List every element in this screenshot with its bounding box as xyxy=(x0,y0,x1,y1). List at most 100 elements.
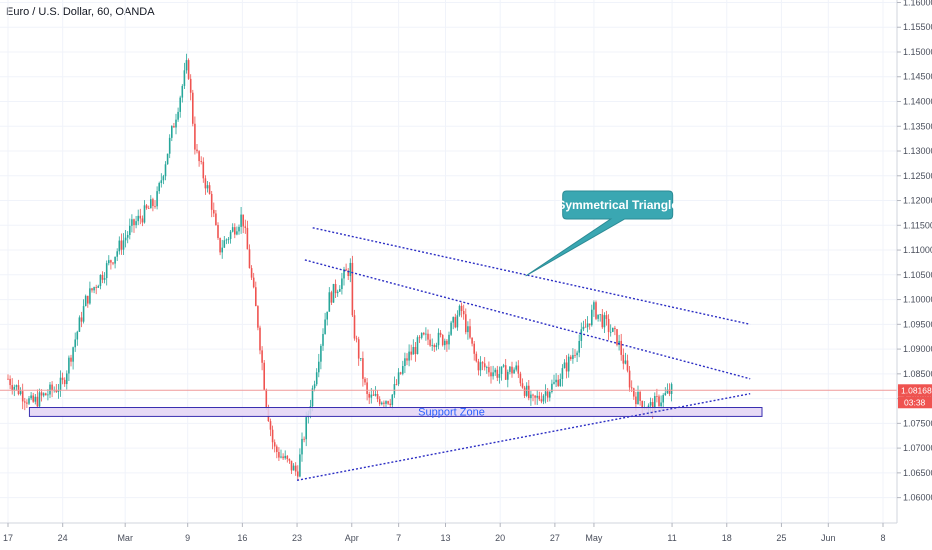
candle-body xyxy=(670,384,673,395)
candle-body xyxy=(59,377,62,391)
support-zone-box[interactable] xyxy=(28,407,763,417)
candle-body xyxy=(404,358,406,367)
time-tick-label: May xyxy=(585,533,603,543)
candle-body xyxy=(273,442,276,447)
price-tick-label: 1.09000 xyxy=(903,344,932,354)
candle-body xyxy=(479,362,482,371)
triangle-callout[interactable]: Symmetrical Triangle xyxy=(525,190,679,277)
time-tick-label: 13 xyxy=(440,533,450,543)
candle-body xyxy=(654,396,656,412)
time-tick-label: 23 xyxy=(292,533,302,543)
candle-body xyxy=(19,391,22,395)
candle-body xyxy=(601,314,604,328)
candle-body xyxy=(597,314,599,319)
candle-body xyxy=(660,402,662,407)
candle-body xyxy=(353,315,356,339)
candle-body xyxy=(439,332,442,335)
price-tick-label: 1.07500 xyxy=(903,418,932,428)
time-tick-label: 7 xyxy=(396,533,401,543)
candle-body xyxy=(339,289,341,292)
candle-body xyxy=(486,367,488,368)
candle-body xyxy=(513,369,515,374)
candle-body xyxy=(315,372,318,385)
candle-body xyxy=(99,274,102,287)
candle-body xyxy=(423,332,425,335)
candle-body xyxy=(200,161,202,162)
candle-body xyxy=(34,396,37,402)
candle-body xyxy=(425,333,427,335)
candle-body xyxy=(483,363,486,368)
time-axis[interactable]: 17 24 Mar 9 16 23 Apr 7 13 20 27 May 11 18 25 Jun 8 xyxy=(0,522,897,543)
candle-body xyxy=(192,92,194,124)
candle-body xyxy=(628,370,631,388)
candle-body xyxy=(36,396,39,407)
candle-body xyxy=(313,384,316,389)
candle-body xyxy=(208,185,211,194)
candle-body xyxy=(570,356,572,359)
candle-body xyxy=(68,357,70,374)
chart-grid xyxy=(0,0,897,523)
candle-body xyxy=(651,402,654,412)
candle-body xyxy=(301,438,303,455)
candle-body xyxy=(360,358,362,359)
candle-body xyxy=(57,390,60,392)
candle-body xyxy=(393,384,396,395)
candle-body xyxy=(72,347,74,362)
price-axis[interactable]: 1.16000 1.15500 1.15000 1.14500 1.14000 1.135… xyxy=(896,0,932,523)
candle-body xyxy=(250,268,253,278)
candle-body xyxy=(114,256,116,264)
candle-body xyxy=(555,379,557,383)
candle-body xyxy=(227,238,230,240)
candle-body xyxy=(223,240,226,248)
candle-body xyxy=(616,329,618,345)
price-tag: 1.08168 03:38 xyxy=(898,384,932,409)
candle-body xyxy=(433,344,436,348)
candle-body xyxy=(40,392,43,396)
trendline xyxy=(296,392,751,481)
candle-body xyxy=(234,227,236,235)
price-tick-label: 1.06000 xyxy=(903,493,932,503)
price-tick-label: 1.13500 xyxy=(903,121,932,131)
price-tick-label: 1.14500 xyxy=(903,72,932,82)
candle-body xyxy=(549,391,551,398)
trendline xyxy=(304,259,751,380)
candle-body xyxy=(74,339,76,348)
candle-body xyxy=(473,343,475,354)
candle-body xyxy=(399,372,402,374)
time-tick-label: 9 xyxy=(185,533,190,543)
symbol-title: Euro / U.S. Dollar, 60, OANDA xyxy=(6,6,155,18)
candle-body xyxy=(492,372,494,377)
candle-body xyxy=(280,456,282,458)
price-tick-label: 1.08500 xyxy=(903,369,932,379)
candle-body xyxy=(124,237,127,241)
candle-body xyxy=(584,326,587,328)
candle-body xyxy=(248,249,251,269)
candle-body xyxy=(160,180,163,184)
candle-body xyxy=(378,399,381,405)
candle-body xyxy=(145,205,148,209)
candle-body xyxy=(591,309,593,326)
candle-body xyxy=(534,395,536,398)
candle-body xyxy=(101,274,104,280)
candle-body xyxy=(454,317,457,328)
candle-body xyxy=(481,362,484,364)
candle-body xyxy=(198,151,200,162)
candle-body xyxy=(78,317,81,332)
callout-text: Symmetrical Triangle xyxy=(557,198,678,212)
candle-body xyxy=(204,178,207,189)
candle-body xyxy=(147,208,150,209)
candle-body xyxy=(129,225,131,236)
candle-body xyxy=(158,183,160,192)
time-tick-label: 20 xyxy=(495,533,505,543)
candle-body xyxy=(87,295,89,304)
candle-body xyxy=(278,452,280,458)
candle-body xyxy=(406,358,408,361)
candle-body xyxy=(668,389,671,395)
candle-body xyxy=(441,334,444,346)
candle-body xyxy=(574,355,576,356)
candle-body xyxy=(118,240,121,252)
candle-body xyxy=(490,372,492,377)
price-tick-label: 1.15000 xyxy=(903,47,932,57)
candle-body xyxy=(626,360,629,371)
